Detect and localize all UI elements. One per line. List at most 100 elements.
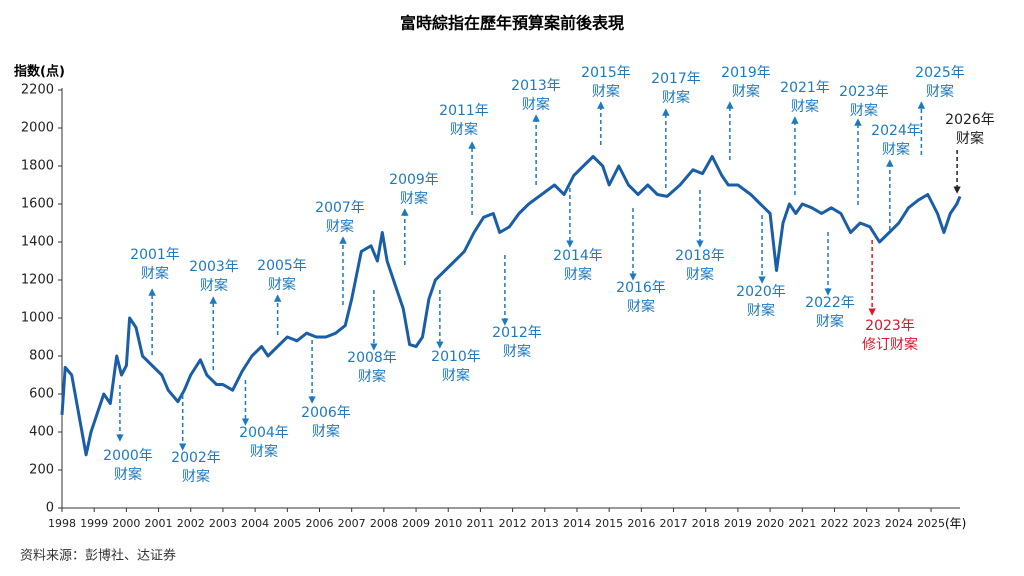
- x-tick-label: 2025: [917, 517, 945, 530]
- y-tick-label: 1000: [21, 311, 54, 326]
- annotation-label: 修订财案: [862, 336, 918, 353]
- annotation-label: 2009年: [389, 172, 439, 188]
- annotation-label: 财案: [662, 89, 690, 106]
- annotation-label: 2017年: [651, 71, 701, 87]
- annotation-label: 财案: [312, 423, 340, 440]
- annotation-label: 2010年: [431, 349, 481, 365]
- y-axis-label: 指数(点): [14, 64, 65, 80]
- annotation-label: 2011年: [439, 103, 489, 119]
- annotation-label: 财案: [882, 141, 910, 158]
- annotation-label: 财案: [522, 96, 550, 113]
- annotation-label: 2021年: [780, 80, 830, 96]
- annotation-label: 财案: [268, 276, 296, 293]
- x-tick-label: 2022: [820, 517, 848, 530]
- y-tick-label: 200: [29, 463, 54, 478]
- x-tick-label: 2008: [370, 517, 398, 530]
- x-tick-label: 2012: [499, 517, 527, 530]
- annotation-label: 财案: [564, 266, 592, 283]
- annotation-label: 2018年: [675, 248, 725, 264]
- x-tick-label: 2020: [756, 517, 784, 530]
- annotation-label: 2008年: [347, 350, 397, 366]
- x-tick-label: 2004: [241, 517, 269, 530]
- annotation-label: 2007年: [315, 200, 365, 216]
- annotation-label: 2022年: [805, 295, 855, 311]
- x-tick-label: 2010: [434, 517, 462, 530]
- x-tick-label: 2016: [627, 517, 655, 530]
- annotation-label: 2004年: [239, 425, 289, 441]
- annotation-label: 财案: [400, 190, 428, 207]
- annotation-label: 财案: [200, 277, 228, 294]
- annotation-label: 2003年: [189, 259, 239, 275]
- y-tick-label: 600: [29, 387, 54, 402]
- x-tick-label: 2003: [209, 517, 237, 530]
- annotation-label: 财案: [358, 368, 386, 385]
- x-tick-label: 2013: [531, 517, 559, 530]
- annotation-label: 财案: [182, 468, 210, 485]
- index-line: [60, 155, 962, 457]
- annotation-label: 财案: [686, 266, 714, 283]
- annotation-label: 2024年: [871, 123, 921, 139]
- x-tick-label: 2005: [273, 517, 301, 530]
- annotation-label: 2005年: [257, 258, 307, 274]
- annotation-label: 财案: [592, 83, 620, 100]
- annotation-label: 财案: [114, 466, 142, 483]
- x-tick-label: 2009: [402, 517, 430, 530]
- annotation-label: 2025年: [915, 65, 965, 81]
- annotation-label: 财案: [250, 443, 278, 460]
- annotation-label: 财案: [956, 130, 984, 147]
- annotation-label: 财案: [747, 302, 775, 319]
- y-tick-label: 800: [29, 349, 54, 364]
- annotation-label: 2026年: [945, 112, 995, 128]
- x-tick-label: 2011: [466, 517, 494, 530]
- y-tick-label: 2200: [21, 83, 54, 98]
- annotation-label: 财案: [503, 343, 531, 360]
- x-tick-label: 1998: [48, 517, 76, 530]
- y-tick-label: 0: [46, 501, 54, 516]
- annotation-label: 2020年: [736, 284, 786, 300]
- annotation-label: 财案: [627, 298, 655, 315]
- annotation-label: 2016年: [616, 280, 666, 296]
- x-tick-label: 2021: [788, 517, 816, 530]
- x-tick-label: 2019: [724, 517, 752, 530]
- x-tick-label: 2000: [112, 517, 140, 530]
- source: 资料来源：彭博社、达证券: [20, 548, 176, 564]
- x-tick-label: 2024: [885, 517, 913, 530]
- annotation-label: 财案: [816, 313, 844, 330]
- x-tick-label: 2015: [595, 517, 623, 530]
- annotation-label: 财案: [926, 83, 954, 100]
- x-tick-label: 1999: [80, 517, 108, 530]
- annotation-label: 2013年: [511, 78, 561, 94]
- y-tick-label: 2000: [21, 121, 54, 136]
- annotation-label: 2014年: [553, 248, 603, 264]
- y-tick-label: 1800: [21, 159, 54, 174]
- y-tick-label: 1600: [21, 197, 54, 212]
- x-tick-label: 2023: [853, 517, 881, 530]
- x-tick-label: 2018: [692, 517, 720, 530]
- annotation-label: 2012年: [492, 325, 542, 341]
- annotation-label: 财案: [326, 218, 354, 235]
- annotation-label: 2015年: [581, 65, 631, 81]
- annotation-label: 2023年: [865, 318, 915, 334]
- annotation-label: 财案: [732, 83, 760, 100]
- x-tick-label: 2006: [305, 517, 333, 530]
- x-axis-label: (年): [945, 517, 966, 531]
- x-tick-label: 2001: [145, 517, 173, 530]
- annotation-label: 2002年: [171, 450, 221, 466]
- annotation-label: 财案: [450, 121, 478, 138]
- y-tick-label: 400: [29, 425, 54, 440]
- x-tick-label: 2014: [563, 517, 591, 530]
- annotation-label: 财案: [791, 98, 819, 115]
- annotation-label: 财案: [850, 102, 878, 119]
- x-tick-label: 2002: [177, 517, 205, 530]
- annotation-label: 2023年: [839, 84, 889, 100]
- x-tick-label: 2007: [338, 517, 366, 530]
- annotation-label: 财案: [141, 265, 169, 282]
- chart-title: 富時綜指在歷年預算案前後表現: [400, 14, 624, 33]
- annotation-label: 2000年: [103, 448, 153, 464]
- y-tick-label: 1400: [21, 235, 54, 250]
- annotation-label: 财案: [442, 367, 470, 384]
- y-tick-label: 1200: [21, 273, 54, 288]
- annotation-label: 2019年: [721, 65, 771, 81]
